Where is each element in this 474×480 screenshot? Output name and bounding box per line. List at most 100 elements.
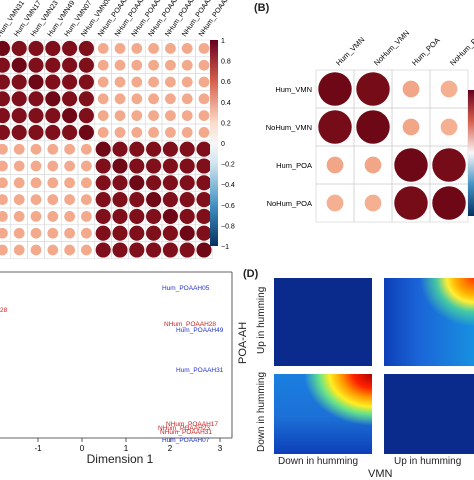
correlation-circle [47, 227, 59, 239]
correlation-circle [11, 91, 27, 107]
point-label: NHum_POAAH28 [164, 321, 216, 328]
correlation-circle [196, 225, 212, 241]
panel-b-label: (B) [254, 2, 270, 14]
correlation-circle [62, 91, 78, 107]
correlation-circle [148, 59, 159, 71]
correlation-circle [146, 175, 162, 191]
correlation-circle [81, 211, 92, 222]
x-tick-label: -1 [34, 444, 42, 453]
heatmap-down-down [274, 374, 372, 454]
x-label-down: Down in humming [278, 456, 359, 467]
correlation-circle [131, 110, 143, 121]
correlation-circle [114, 127, 126, 138]
correlation-circle [62, 108, 78, 124]
correlation-circle [129, 208, 145, 224]
correlation-circle [131, 127, 143, 138]
correlation-circle [148, 110, 159, 121]
correlation-circle [81, 227, 92, 239]
panel-d-label: (D) [243, 268, 259, 280]
colorbar-tick: 0.6 [221, 79, 231, 86]
correlation-circle [165, 59, 176, 71]
correlation-circle [131, 76, 143, 88]
correlation-circle [131, 59, 143, 71]
correlation-circle [0, 143, 8, 155]
correlation-circle [196, 175, 212, 191]
correlation-circle [432, 148, 466, 182]
correlation-circle [0, 194, 8, 205]
correlation-circle [64, 160, 75, 172]
correlation-circle [13, 194, 25, 205]
correlation-circle [0, 211, 8, 222]
heatmap-up-down [274, 278, 372, 366]
correlation-circle [11, 108, 27, 124]
colorbar [468, 90, 474, 216]
correlation-circle [146, 141, 162, 157]
correlation-circle [0, 91, 10, 107]
point-label: Hum_POAAH49 [176, 327, 224, 334]
correlation-circle [129, 242, 145, 258]
correlation-circle [64, 143, 75, 155]
correlation-circle [81, 194, 92, 205]
correlation-circle [45, 108, 61, 124]
correlation-circle [165, 43, 176, 54]
correlation-circle [64, 244, 75, 256]
correlation-circle [95, 242, 111, 258]
correlation-circle [47, 194, 59, 205]
correlation-circle [198, 59, 210, 71]
point-label: NHum_POAAH31 [160, 429, 212, 436]
correlation-circle [114, 43, 126, 54]
correlation-circle [78, 74, 94, 90]
correlation-circle [196, 158, 212, 174]
correlation-circle [13, 244, 25, 256]
correlation-circle [196, 242, 212, 258]
correlation-circle [47, 177, 59, 189]
correlation-circle [97, 76, 109, 88]
correlation-circle [30, 177, 42, 189]
correlation-circle [146, 208, 162, 224]
column-label: Hum_VMN [334, 35, 366, 67]
x-axis-title-vmn: VMN [368, 468, 393, 480]
correlation-circle [0, 57, 10, 73]
panel-c: -1 0 1 2 3 Hum_POAAH05 28 NHum_POAAH28 Hum_POAAH… [0, 270, 244, 474]
correlation-circle [181, 110, 193, 121]
panel-c-svg: -1 0 1 2 3Hum_POAAH0528NHum_POAAH28Hum_POAAH… [0, 271, 233, 453]
correlation-circle [95, 175, 111, 191]
x-tick-label: 1 [124, 444, 129, 453]
y-axis-title: POA-AH [237, 321, 249, 364]
correlation-circle [30, 227, 42, 239]
colorbar-tick: 0.2 [221, 120, 231, 127]
correlation-circle [198, 93, 210, 105]
correlation-circle [47, 211, 59, 222]
column-label: NoHum_POA [448, 29, 474, 67]
correlation-circle [11, 57, 27, 73]
correlation-circle [112, 141, 128, 157]
correlation-circle [131, 43, 143, 54]
correlation-circle [440, 118, 458, 136]
panel-a: Hum_VMN31 Hum_VMN17 Hum_VMN23 Hum_VMN49 Hum_… [0, 0, 240, 262]
correlation-circle [112, 175, 128, 191]
correlation-circle [326, 156, 344, 174]
correlation-circle [179, 242, 195, 258]
correlation-circle [64, 211, 75, 222]
correlation-circle [364, 194, 382, 212]
correlation-circle [62, 40, 78, 56]
correlation-circle [95, 225, 111, 241]
point-label: NHum_POAAH17 [166, 421, 218, 428]
correlation-circle [47, 143, 59, 155]
column-label: NoHum_VMN [372, 28, 411, 67]
panel-a-svg: Hum_VMN31Hum_VMN17Hum_VMN23Hum_VMN49Hum_… [0, 0, 236, 259]
correlation-circle [13, 143, 25, 155]
correlation-circle [97, 43, 109, 54]
grid-cell [195, 241, 213, 259]
point-label: 28 [0, 307, 8, 314]
point-label: Hum_POAAH07 [162, 437, 210, 444]
correlation-circle [0, 74, 10, 90]
correlation-circle [318, 72, 352, 106]
correlation-circle [114, 110, 126, 121]
correlation-circle [181, 59, 193, 71]
correlation-circle [394, 186, 428, 220]
correlation-circle [30, 143, 42, 155]
row-label: Hum_VMN [275, 85, 312, 94]
correlation-circle [81, 244, 92, 256]
correlation-circle [162, 175, 178, 191]
